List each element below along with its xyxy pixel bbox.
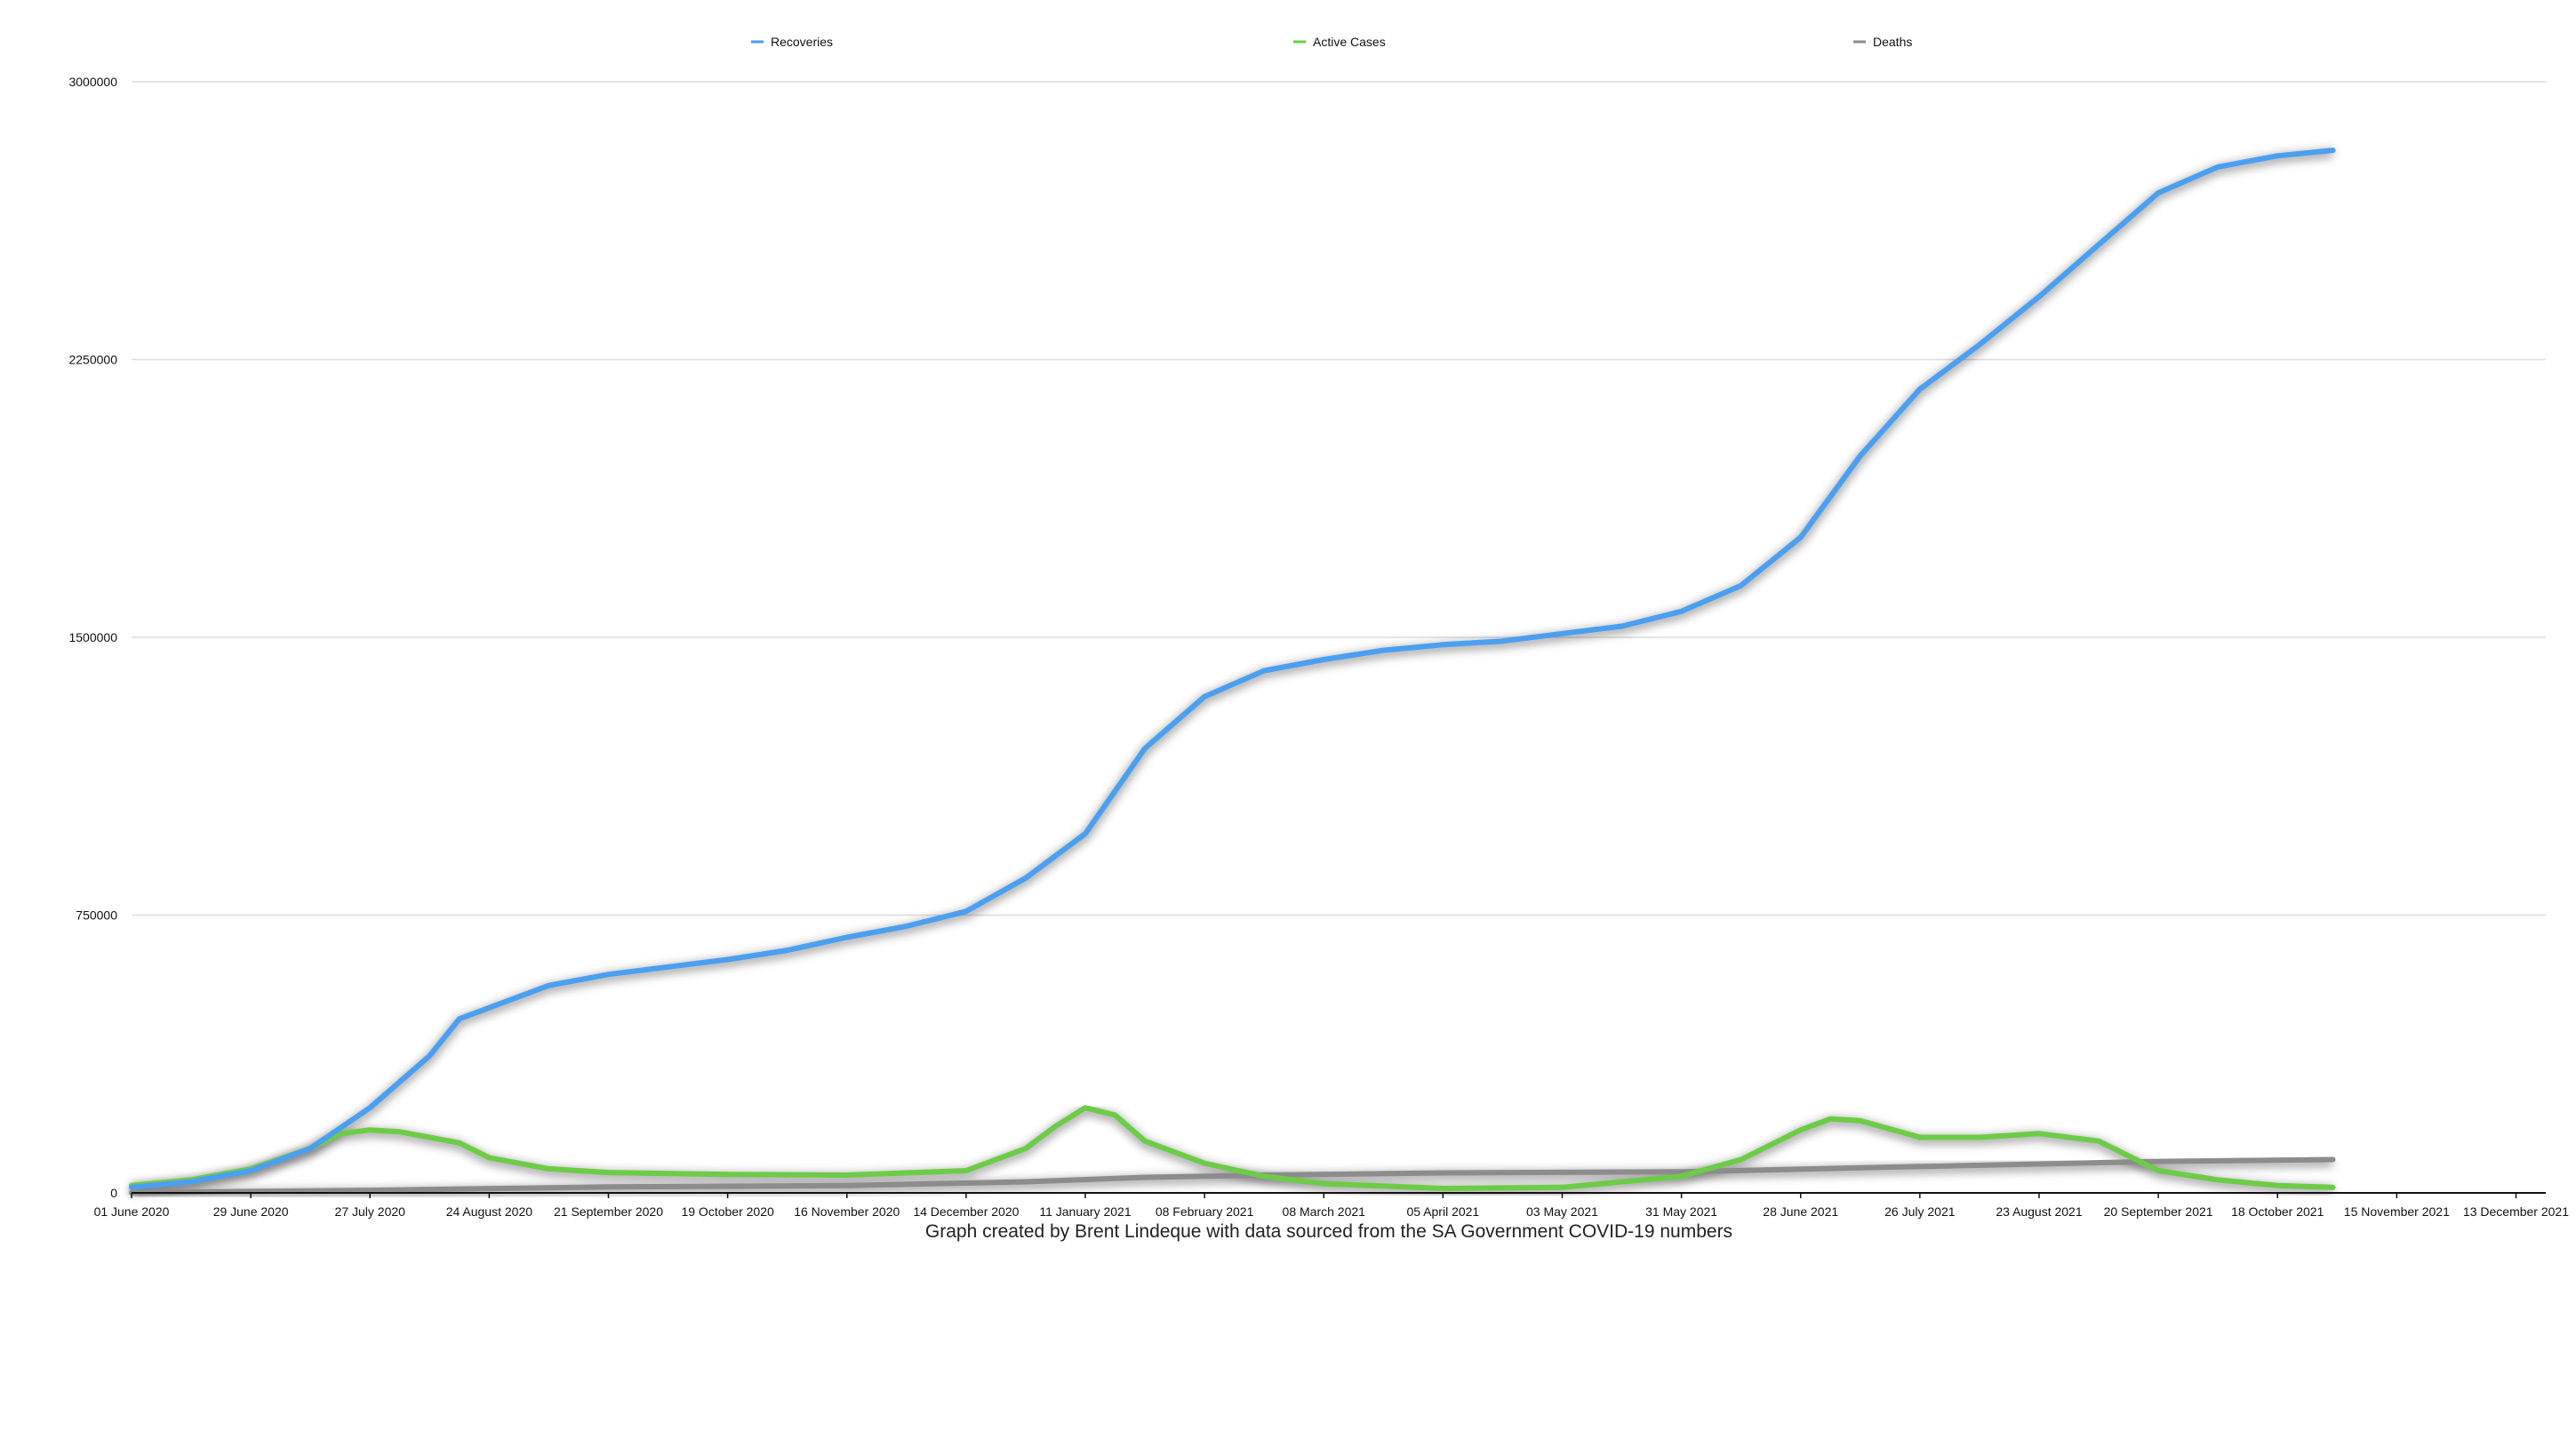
x-tick-label: 08 March 2021 xyxy=(1283,1204,1366,1219)
x-tick-label: 20 September 2021 xyxy=(2104,1204,2213,1219)
series-shadow xyxy=(131,148,2333,1195)
x-tick-label: 19 October 2020 xyxy=(681,1204,774,1219)
y-tick-label: 1500000 xyxy=(68,630,117,644)
series-line-recoveries xyxy=(129,148,2336,1190)
legend: Recoveries Active Cases Deaths xyxy=(751,35,1912,49)
chart-caption: Graph created by Brent Lindeque with dat… xyxy=(925,1221,1732,1242)
x-tick-label: 29 June 2020 xyxy=(213,1204,289,1219)
x-tick-label: 08 February 2021 xyxy=(1156,1204,1254,1219)
x-tick-label: 27 July 2020 xyxy=(335,1204,406,1219)
x-tick-label: 24 August 2020 xyxy=(446,1204,533,1219)
x-tick-label: 26 July 2021 xyxy=(1884,1204,1956,1219)
legend-label-active-cases: Active Cases xyxy=(1313,35,1386,49)
x-tick-label: 21 September 2020 xyxy=(554,1204,663,1219)
grid-lines xyxy=(132,81,2546,916)
legend-label-deaths: Deaths xyxy=(1873,35,1912,49)
x-tick-label: 16 November 2020 xyxy=(794,1204,900,1219)
x-tick-label: 01 June 2020 xyxy=(94,1204,170,1219)
axes: 0 750000 1500000 2250000 3000000 01 June 2020… xyxy=(68,75,2569,1219)
x-tick-label: 15 November 2021 xyxy=(2344,1204,2450,1219)
y-tick-label: 0 xyxy=(110,1186,117,1200)
y-tick-label: 750000 xyxy=(76,908,117,923)
x-tick-label: 31 May 2021 xyxy=(1645,1204,1717,1219)
x-tick-label: 28 June 2021 xyxy=(1763,1204,1838,1219)
y-tick-label: 3000000 xyxy=(68,75,117,89)
series-shadows xyxy=(131,148,2333,1200)
x-tick-label: 18 October 2021 xyxy=(2231,1204,2324,1219)
x-tick-label: 03 May 2021 xyxy=(1526,1204,1598,1219)
x-tick-label: 13 December 2021 xyxy=(2463,1204,2569,1219)
x-tick-label: 14 December 2020 xyxy=(913,1204,1019,1219)
legend-label-recoveries: Recoveries xyxy=(771,35,833,49)
x-tick-label: 05 April 2021 xyxy=(1406,1204,1479,1219)
series-lines xyxy=(129,148,2336,1196)
series-line-active-cases xyxy=(129,1105,2336,1191)
y-tick-label: 2250000 xyxy=(68,353,117,367)
x-tick-label: 23 August 2021 xyxy=(1996,1204,2083,1219)
series-line-deaths xyxy=(129,1156,2336,1196)
x-tick-label: 11 January 2021 xyxy=(1039,1204,1131,1219)
